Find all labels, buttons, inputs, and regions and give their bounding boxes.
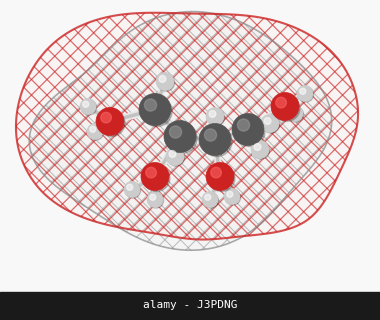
Circle shape (206, 163, 234, 190)
Circle shape (300, 88, 306, 94)
Circle shape (164, 121, 196, 153)
Circle shape (142, 96, 172, 127)
Circle shape (288, 107, 304, 122)
Circle shape (225, 190, 241, 205)
Circle shape (146, 167, 157, 178)
Circle shape (158, 74, 175, 91)
Circle shape (141, 163, 169, 190)
Circle shape (150, 194, 156, 200)
Circle shape (208, 165, 235, 191)
Circle shape (287, 106, 303, 122)
Circle shape (271, 92, 299, 121)
Circle shape (143, 165, 170, 191)
Circle shape (87, 124, 103, 140)
Circle shape (156, 73, 174, 91)
Circle shape (227, 191, 233, 197)
Circle shape (167, 123, 197, 154)
Circle shape (148, 193, 163, 208)
Circle shape (168, 149, 185, 166)
Circle shape (166, 148, 184, 165)
Circle shape (232, 114, 264, 146)
Circle shape (98, 110, 125, 136)
Circle shape (253, 142, 270, 159)
Circle shape (101, 112, 111, 123)
Circle shape (202, 126, 232, 156)
Circle shape (127, 184, 133, 190)
Circle shape (263, 116, 280, 133)
Circle shape (124, 181, 140, 197)
Circle shape (204, 129, 217, 141)
Circle shape (298, 87, 314, 102)
Circle shape (203, 193, 218, 208)
Circle shape (83, 101, 89, 107)
Circle shape (209, 111, 216, 117)
Circle shape (273, 95, 300, 122)
Circle shape (202, 191, 218, 207)
Circle shape (199, 124, 231, 156)
Circle shape (96, 108, 124, 135)
Circle shape (90, 126, 96, 132)
Circle shape (254, 144, 261, 150)
Circle shape (159, 76, 166, 82)
Circle shape (80, 99, 96, 115)
Circle shape (147, 191, 163, 207)
Text: alamy - J3PDNG: alamy - J3PDNG (143, 300, 237, 310)
Circle shape (169, 151, 176, 157)
Circle shape (238, 119, 250, 131)
Circle shape (81, 100, 97, 115)
Circle shape (207, 109, 225, 126)
Circle shape (290, 108, 296, 114)
Circle shape (206, 108, 224, 125)
Circle shape (276, 97, 287, 108)
Circle shape (297, 85, 313, 101)
Circle shape (125, 183, 141, 198)
Circle shape (251, 140, 269, 158)
Circle shape (224, 188, 240, 204)
Circle shape (211, 167, 222, 178)
Circle shape (89, 125, 104, 140)
Bar (0, 292, 380, 318)
Circle shape (205, 194, 211, 200)
Circle shape (264, 117, 271, 124)
Circle shape (139, 93, 171, 125)
Circle shape (169, 126, 182, 138)
Circle shape (144, 99, 157, 111)
Circle shape (261, 115, 279, 132)
PathPatch shape (29, 12, 332, 250)
Circle shape (235, 116, 265, 147)
